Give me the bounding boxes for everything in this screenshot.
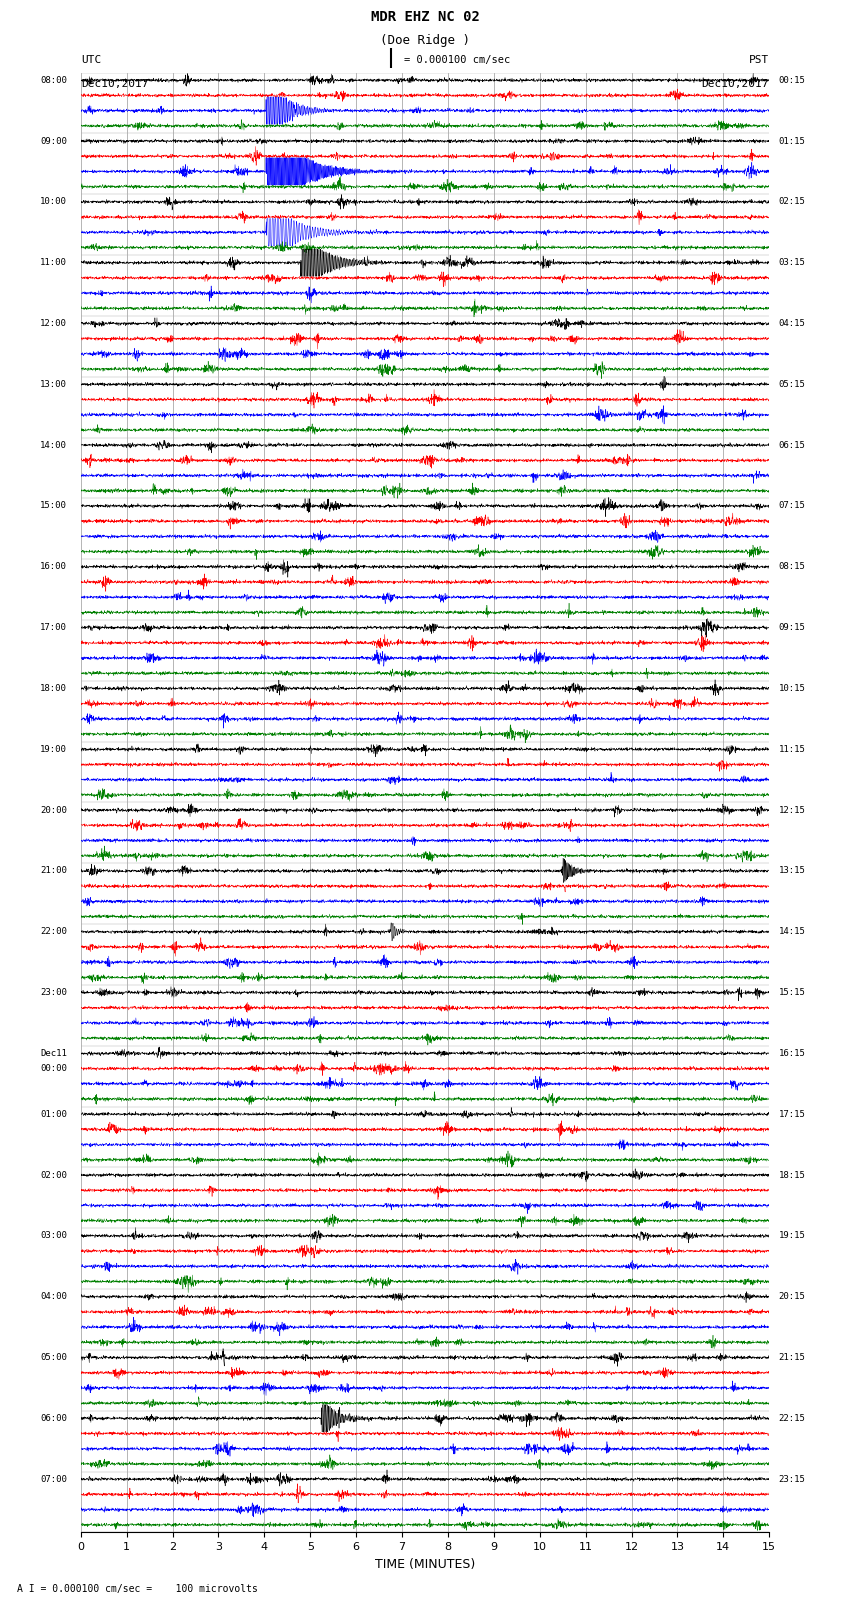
Text: 05:00: 05:00	[40, 1353, 67, 1361]
Text: 17:00: 17:00	[40, 623, 67, 632]
Text: MDR EHZ NC 02: MDR EHZ NC 02	[371, 10, 479, 24]
Text: 15:15: 15:15	[779, 989, 805, 997]
Text: 09:00: 09:00	[40, 137, 67, 145]
Text: 23:00: 23:00	[40, 989, 67, 997]
Text: Dec10,2017: Dec10,2017	[702, 79, 769, 89]
Text: 10:15: 10:15	[779, 684, 805, 694]
Text: 19:15: 19:15	[779, 1231, 805, 1240]
Text: 03:15: 03:15	[779, 258, 805, 268]
Text: 18:15: 18:15	[779, 1171, 805, 1179]
Text: = 0.000100 cm/sec: = 0.000100 cm/sec	[404, 55, 510, 65]
Text: 00:00: 00:00	[40, 1065, 67, 1073]
Text: 11:15: 11:15	[779, 745, 805, 753]
Text: 13:15: 13:15	[779, 866, 805, 876]
Text: 21:15: 21:15	[779, 1353, 805, 1361]
Text: Dec10,2017: Dec10,2017	[81, 79, 148, 89]
Text: A I = 0.000100 cm/sec =    100 microvolts: A I = 0.000100 cm/sec = 100 microvolts	[17, 1584, 258, 1594]
Text: PST: PST	[749, 55, 769, 65]
Text: 21:00: 21:00	[40, 866, 67, 876]
Text: 14:00: 14:00	[40, 440, 67, 450]
Text: 04:15: 04:15	[779, 319, 805, 327]
Text: Dec11: Dec11	[40, 1048, 67, 1058]
Text: 10:00: 10:00	[40, 197, 67, 206]
Text: 01:15: 01:15	[779, 137, 805, 145]
Text: 00:15: 00:15	[779, 76, 805, 85]
Text: 20:00: 20:00	[40, 805, 67, 815]
Text: 03:00: 03:00	[40, 1231, 67, 1240]
Text: 07:00: 07:00	[40, 1474, 67, 1484]
Text: 09:15: 09:15	[779, 623, 805, 632]
Text: 12:00: 12:00	[40, 319, 67, 327]
Text: 05:15: 05:15	[779, 379, 805, 389]
Text: 13:00: 13:00	[40, 379, 67, 389]
Text: UTC: UTC	[81, 55, 101, 65]
Text: (Doe Ridge ): (Doe Ridge )	[380, 34, 470, 47]
Text: 14:15: 14:15	[779, 927, 805, 936]
Text: 17:15: 17:15	[779, 1110, 805, 1119]
Text: 16:00: 16:00	[40, 563, 67, 571]
Text: 23:15: 23:15	[779, 1474, 805, 1484]
Text: 22:00: 22:00	[40, 927, 67, 936]
Text: 12:15: 12:15	[779, 805, 805, 815]
Text: 04:00: 04:00	[40, 1292, 67, 1302]
Text: 18:00: 18:00	[40, 684, 67, 694]
Text: 07:15: 07:15	[779, 502, 805, 510]
Text: 20:15: 20:15	[779, 1292, 805, 1302]
Text: 11:00: 11:00	[40, 258, 67, 268]
Text: 16:15: 16:15	[779, 1048, 805, 1058]
Text: 06:15: 06:15	[779, 440, 805, 450]
Text: 15:00: 15:00	[40, 502, 67, 510]
Text: 02:15: 02:15	[779, 197, 805, 206]
Text: 22:15: 22:15	[779, 1415, 805, 1423]
Text: 08:00: 08:00	[40, 76, 67, 85]
X-axis label: TIME (MINUTES): TIME (MINUTES)	[375, 1558, 475, 1571]
Text: 01:00: 01:00	[40, 1110, 67, 1119]
Text: 19:00: 19:00	[40, 745, 67, 753]
Text: 02:00: 02:00	[40, 1171, 67, 1179]
Text: 08:15: 08:15	[779, 563, 805, 571]
Text: 06:00: 06:00	[40, 1415, 67, 1423]
